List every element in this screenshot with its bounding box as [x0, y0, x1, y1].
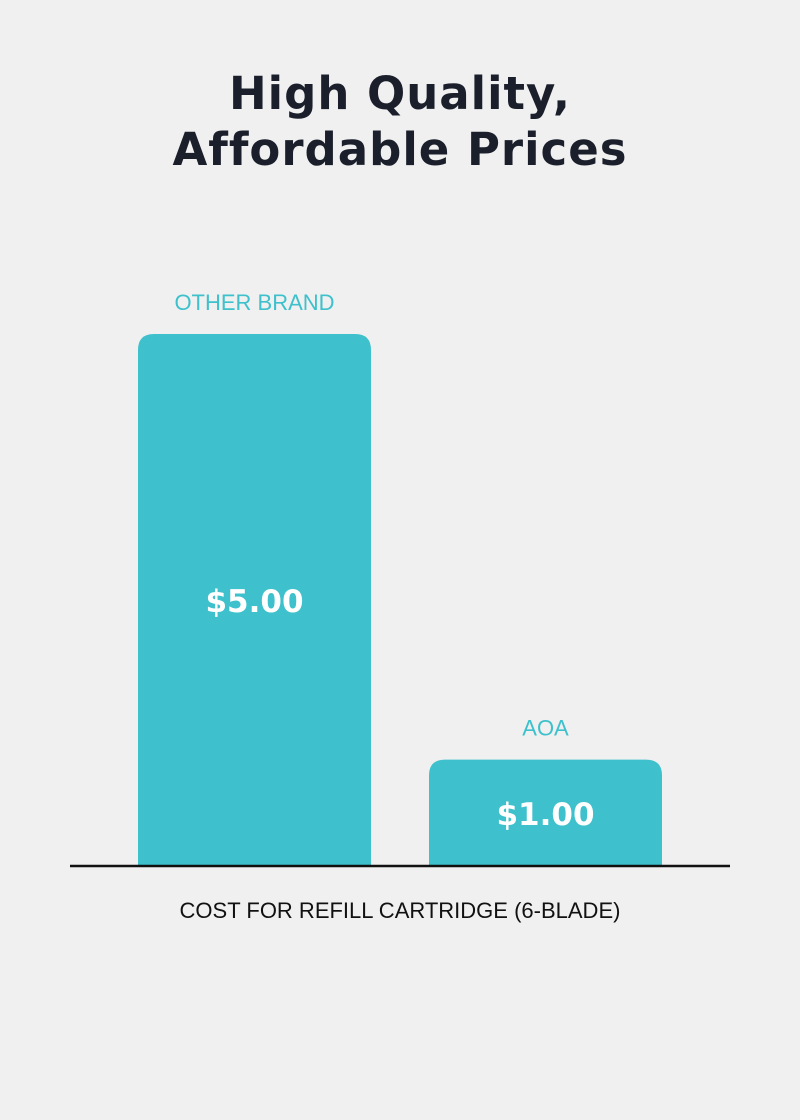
x-axis-label: COST FOR REFILL CARTRIDGE (6-BLADE) [180, 898, 621, 923]
chart-title-line-2: Affordable Prices [172, 123, 628, 176]
category-label-0: OTHER BRAND [174, 290, 334, 315]
data-label-0: $5.00 [205, 584, 303, 620]
bar-0 [138, 334, 371, 866]
chart-title-line-1: High Quality, [229, 67, 571, 120]
category-label-1: AOA [522, 716, 569, 741]
chart-title: High Quality, Affordable Prices [0, 66, 800, 178]
data-label-1: $1.00 [496, 797, 594, 833]
bar-1 [429, 759, 662, 866]
